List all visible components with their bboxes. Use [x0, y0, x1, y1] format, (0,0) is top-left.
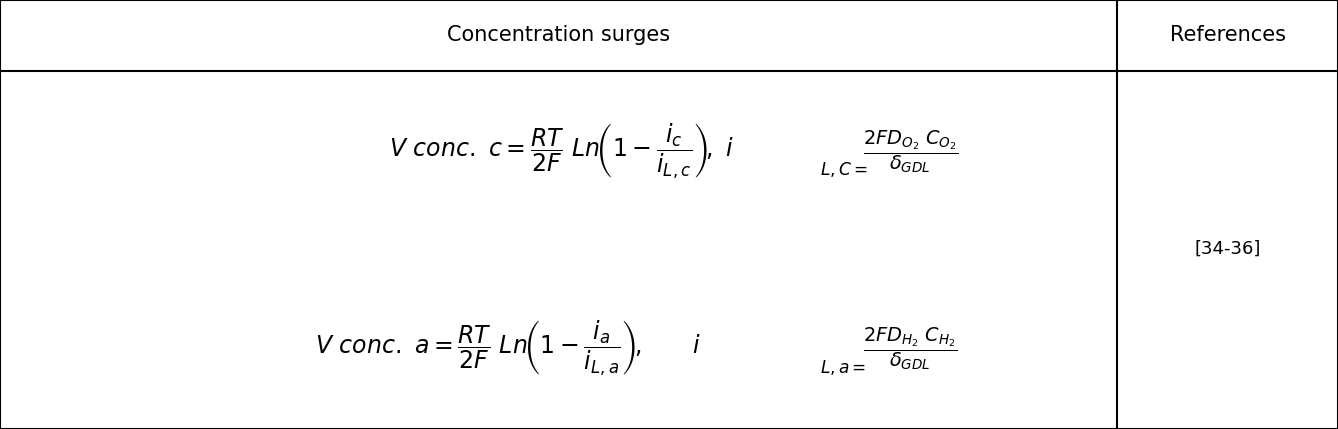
- Text: Concentration surges: Concentration surges: [447, 25, 670, 45]
- Text: $\mathit{V\ conc.\ a} = \dfrac{RT}{2F}\ \mathit{Ln}\!\left(1 - \dfrac{i_a}{i_{L,: $\mathit{V\ conc.\ a} = \dfrac{RT}{2F}\ …: [316, 319, 701, 378]
- Text: [34-36]: [34-36]: [1195, 240, 1260, 258]
- Text: $\mathit{L,C=}$: $\mathit{L,C=}$: [820, 160, 868, 179]
- Text: References: References: [1169, 25, 1286, 45]
- Text: $\mathit{L,a=}$: $\mathit{L,a=}$: [820, 358, 867, 377]
- Text: $\dfrac{2FD_{O_2}\ C_{O_2}}{\delta_{GDL}}$: $\dfrac{2FD_{O_2}\ C_{O_2}}{\delta_{GDL}…: [863, 128, 958, 175]
- Text: $\dfrac{2FD_{H_2}\ C_{H_2}}{\delta_{GDL}}$: $\dfrac{2FD_{H_2}\ C_{H_2}}{\delta_{GDL}…: [863, 325, 958, 372]
- Text: $\mathit{V\ conc.\ c} = \dfrac{RT}{2F}\ \mathit{Ln}\!\left(1 - \dfrac{i_c}{i_{L,: $\mathit{V\ conc.\ c} = \dfrac{RT}{2F}\ …: [389, 121, 735, 181]
